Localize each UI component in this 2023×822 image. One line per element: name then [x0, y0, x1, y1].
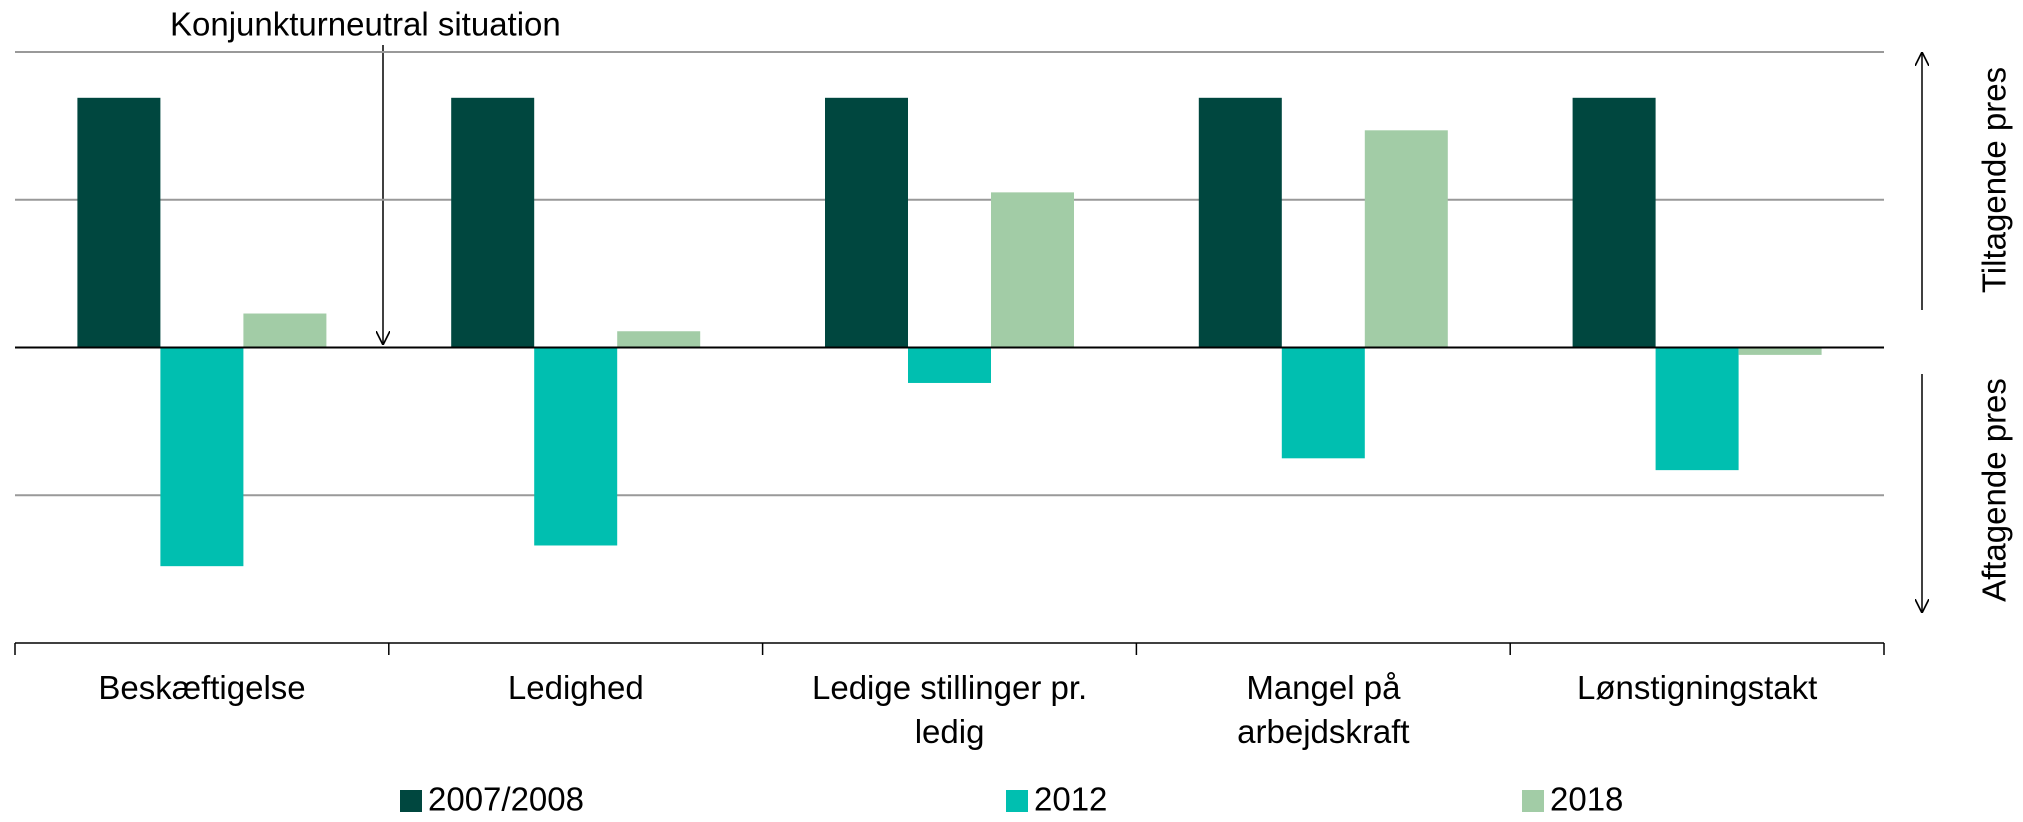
legend-swatch — [400, 790, 422, 812]
bar — [908, 347, 991, 383]
annotation: Konjunkturneutral situation — [170, 6, 561, 43]
bar — [77, 97, 161, 348]
bar — [825, 97, 908, 348]
x-tick-label: Ledige stillinger pr. ledig — [812, 669, 1088, 750]
legend-swatch — [1006, 790, 1028, 812]
bar — [617, 331, 701, 348]
bar — [160, 347, 244, 567]
legend-label: 2012 — [1034, 781, 1107, 818]
bar — [1364, 130, 1448, 348]
right-label-down: Aftagende pres — [1976, 378, 2013, 602]
bar — [1738, 347, 1822, 355]
bar — [991, 192, 1074, 348]
bar — [1655, 347, 1739, 471]
legend-swatch — [1522, 790, 1544, 812]
bar — [451, 97, 535, 348]
bar — [534, 347, 618, 546]
right-label-up: Tiltagende pres — [1976, 67, 2013, 293]
x-tick-label: Mangel på arbejdskraft — [1237, 669, 1410, 750]
bar — [1198, 97, 1282, 348]
legend-label: 2007/2008 — [428, 781, 584, 818]
legend-label: 2018 — [1550, 781, 1623, 818]
x-tick-label: Beskæftigelse — [98, 669, 306, 706]
x-tick-label: Lønstigningstakt — [1577, 669, 1818, 706]
bar — [1281, 347, 1365, 459]
x-tick-label: Ledighed — [507, 669, 644, 706]
bar — [1572, 97, 1656, 348]
bar — [243, 313, 327, 348]
